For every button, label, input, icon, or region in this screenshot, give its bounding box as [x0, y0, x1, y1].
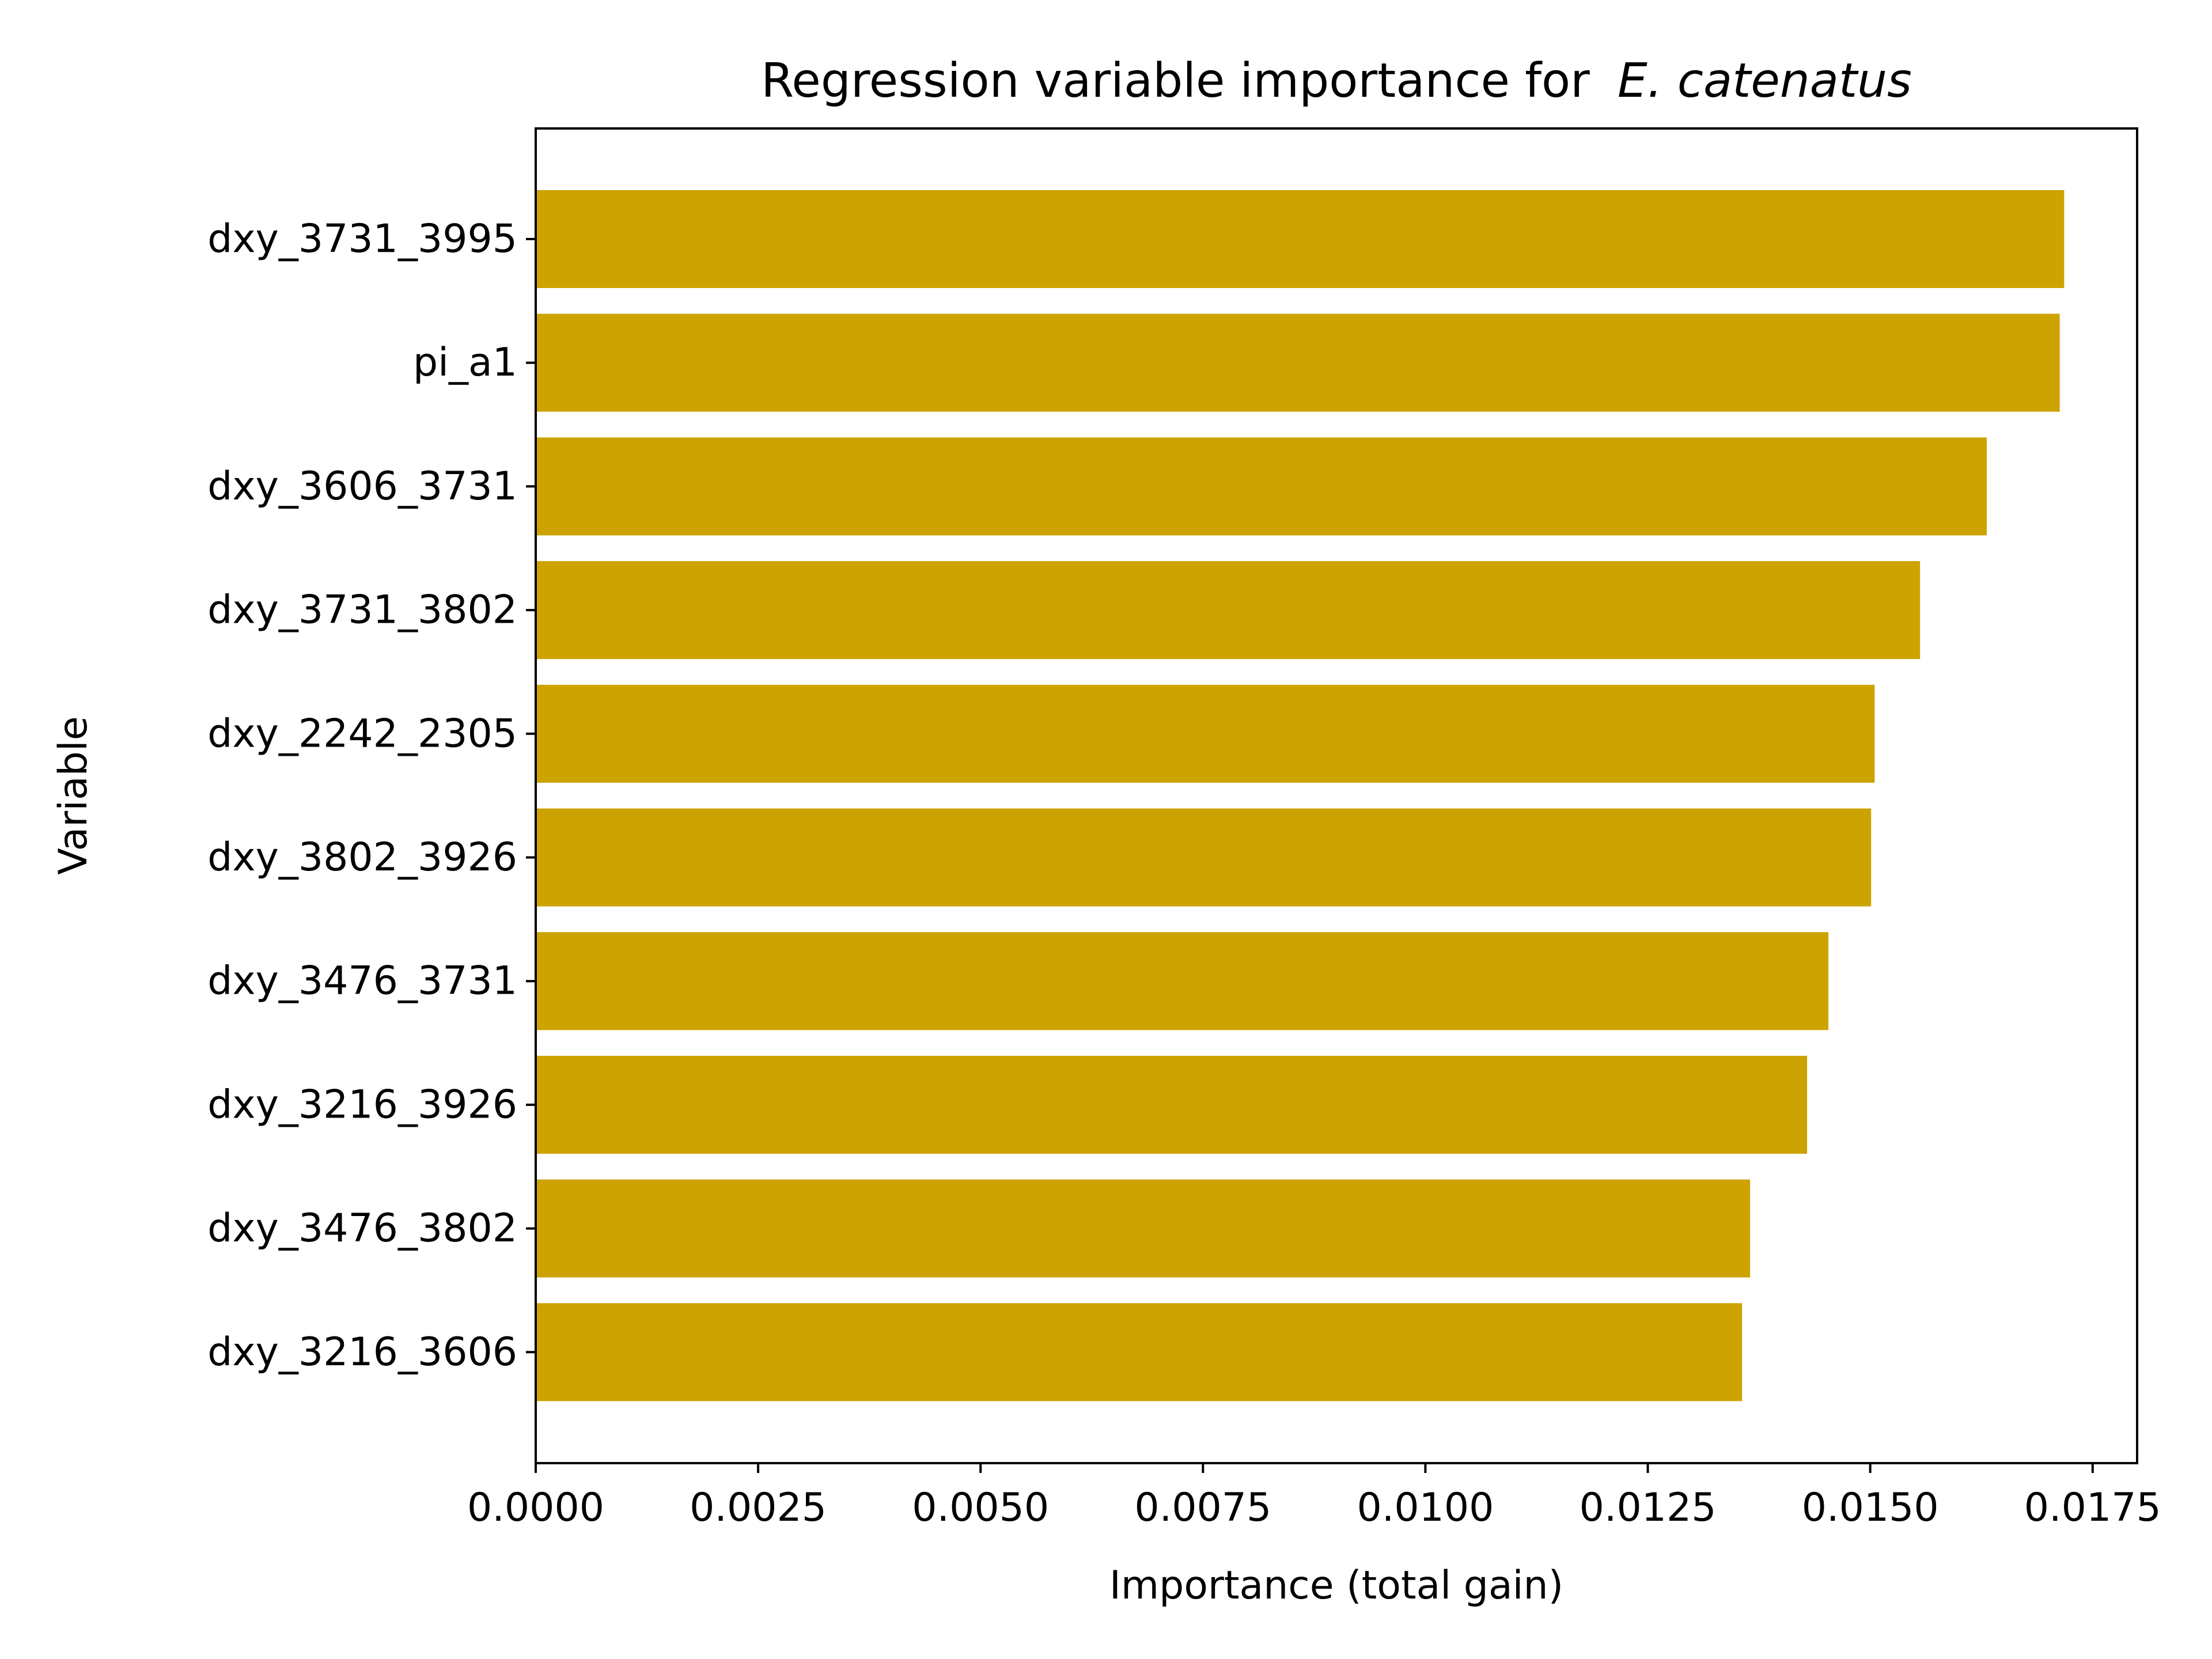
- bar-pi_a1: [536, 313, 2060, 412]
- y-tick-label: dxy_3731_3802: [207, 588, 517, 633]
- x-tick-label: 0.0050: [912, 1485, 1049, 1531]
- bars: [536, 190, 2065, 1402]
- plot-frame: [535, 127, 2138, 1464]
- y-axis-label: Variable: [51, 716, 96, 874]
- x-tick-label: 0.0100: [1357, 1485, 1494, 1531]
- bar-dxy_3216_3926: [536, 1055, 1808, 1154]
- y-tick-label: dxy_3476_3731: [207, 959, 517, 1004]
- y-tick-label: dxy_2242_2305: [207, 711, 517, 756]
- y-tick-label: dxy_3606_3731: [207, 464, 517, 509]
- y-tick-label: pi_a1: [413, 340, 517, 385]
- y-tick-label: dxy_3731_3995: [207, 217, 517, 262]
- bar-dxy_3476_3802: [536, 1179, 1751, 1278]
- x-axis-label: Importance (total gain): [1109, 1563, 1563, 1608]
- chart-title-text: Regression variable importance for: [761, 54, 1590, 108]
- x-tick-label: 0.0075: [1134, 1485, 1271, 1531]
- x-tick-label: 0.0125: [1580, 1485, 1717, 1531]
- bar-dxy_3476_3731: [536, 932, 1829, 1031]
- bar-dxy_3731_3802: [536, 561, 1921, 660]
- bar-dxy_3731_3995: [536, 190, 2065, 288]
- x-tick-label: 0.0175: [2024, 1485, 2161, 1531]
- bar-dxy_3802_3926: [536, 808, 1872, 907]
- bar-dxy_2242_2305: [536, 684, 1875, 783]
- bar-dxy_3606_3731: [536, 437, 1987, 536]
- y-tick-label: dxy_3216_3926: [207, 1082, 517, 1127]
- x-tick-label: 0.0150: [1802, 1485, 1939, 1531]
- y-tick-label: dxy_3802_3926: [207, 835, 517, 880]
- chart-title: Regression variable importance for E. ca…: [761, 54, 1912, 108]
- y-tick-label: dxy_3216_3606: [207, 1330, 517, 1375]
- y-axis-ticks: dxy_3731_3995 pi_a1 dxy_3606_3731 dxy_3731_…: [207, 217, 536, 1375]
- x-tick-label: 0.0000: [467, 1485, 604, 1531]
- chart-title-species: E. catenatus: [1618, 54, 1912, 108]
- y-tick-label: dxy_3476_3802: [207, 1206, 517, 1251]
- x-tick-label: 0.0025: [690, 1485, 827, 1531]
- x-axis-ticks: 0.0000 0.0025 0.0050 0.0075 0.0100 0.0125 0.01…: [467, 1463, 2161, 1531]
- bar-dxy_3216_3606: [536, 1303, 1743, 1402]
